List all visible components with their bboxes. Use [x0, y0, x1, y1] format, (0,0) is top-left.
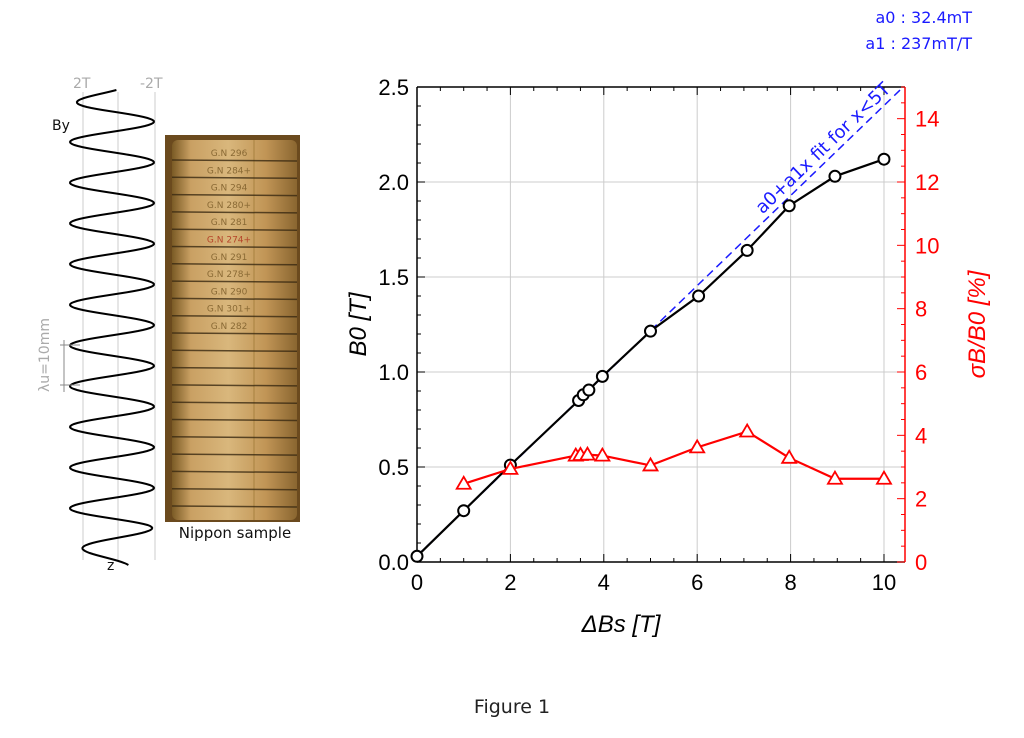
photo-ring-label: G.N 290 [211, 287, 248, 297]
photo-ring-gap [171, 193, 298, 197]
sigma-data-point [875, 469, 893, 485]
photo-ring-gap [171, 487, 298, 491]
x-tick-label: 6 [691, 570, 703, 595]
photo-ring-gap [171, 280, 298, 283]
photo-ring-label: G.N 296 [211, 149, 248, 159]
photo-ring-label: G.N 284+ [207, 166, 251, 176]
b0-data-point [643, 324, 657, 338]
sigma-data-point [738, 422, 756, 438]
y2-tick-label: 12 [915, 170, 939, 195]
b0-data-point [582, 383, 596, 397]
fit-line [416, 86, 904, 557]
photo-ring-gap [171, 263, 298, 266]
photo-ring-gap [171, 314, 298, 318]
fit-a0: a0 : 32.4mT [875, 8, 972, 27]
b0-data-point [877, 152, 891, 166]
x-tick-label: 8 [784, 570, 796, 595]
x-tick-label: 4 [598, 570, 610, 595]
label-neg2t: -2T [140, 76, 163, 92]
y2-tick-label: 14 [915, 107, 939, 132]
photo-ring-gap [171, 228, 298, 231]
sigma-data-point [455, 474, 473, 490]
photo-ring-label: G.N 282 [211, 322, 248, 332]
period-label: λu=10mm [37, 318, 53, 392]
b0-series-line [416, 158, 885, 558]
photo-ring-gap [171, 436, 298, 439]
sigma-data-point [593, 446, 611, 462]
y-tick-label: 1.0 [378, 360, 409, 385]
b0-data-point [595, 369, 609, 383]
photo-ring-gap [171, 332, 298, 335]
fit-a1: a1 : 237mT/T [865, 34, 972, 53]
photo-ring-gap [171, 349, 298, 353]
y-tick-label: 0.5 [378, 455, 409, 480]
photo-ring-label: G.N 301+ [207, 305, 251, 315]
photo-ring-gap [171, 297, 298, 301]
y2-tick-label: 0 [915, 550, 927, 575]
photo-ring-gap [171, 470, 298, 474]
photo-caption: Nippon sample [178, 524, 292, 542]
y-tick-label: 1.5 [378, 265, 409, 290]
b0-data-point [740, 243, 754, 257]
y-tick-label: 0.0 [378, 550, 409, 575]
photo-ring-gap [171, 384, 298, 387]
x-axis-label: ΔBs [T] [581, 611, 662, 638]
y2-axis-label: σB/B0 [%] [964, 269, 991, 378]
y-tick-label: 2.0 [378, 170, 409, 195]
sigma-data-point [688, 438, 706, 454]
photo-ring-gap [171, 401, 298, 404]
chart: 0 2 4 6 8 10 0.0 0.5 1.0 1.5 2.0 2.5 0 2 4 6 8 10 12 14 ΔBs … [345, 75, 991, 638]
photo-ring-gap [171, 211, 298, 214]
y-axis-label: B0 [T] [345, 291, 372, 356]
photo-ring-label: G.N 274+ [207, 236, 251, 246]
b0-data-point [692, 289, 706, 303]
b0-data-point [828, 169, 842, 183]
photo-ring-gap [171, 366, 298, 370]
sigma-data-point [578, 445, 597, 461]
b0-data-point [410, 549, 424, 563]
photo-ring-label: G.N 280+ [207, 201, 251, 211]
photo-ring-gap [171, 245, 298, 249]
photo-ring-gap [171, 159, 298, 162]
y-tick-label: 2.5 [378, 75, 409, 100]
sigma-series-line [463, 430, 884, 485]
y2-tick-label: 10 [915, 233, 939, 258]
sigma-data-point [501, 460, 519, 475]
photo-ring-label: G.N 278+ [207, 270, 251, 280]
photo-ring-label: G.N 281 [211, 218, 248, 228]
label-2t: 2T [73, 76, 91, 92]
y2-tick-label: 2 [915, 487, 927, 512]
x-tick-label: 10 [872, 570, 896, 595]
photo-ring-gap [171, 418, 298, 422]
figure-caption: Figure 1 [473, 696, 551, 718]
photo-ring-gap [171, 176, 298, 180]
photo-ring-gap [171, 505, 298, 508]
fit-label: a0+a1x fit for x<5T [751, 78, 895, 218]
x-tick-label: 2 [504, 570, 516, 595]
sample-photo: G.N 296 G.N 284+ G.N 294 G.N 280+ G.N 281 G.N… [165, 135, 300, 522]
b0-data-point [782, 199, 796, 213]
b0-data-point [457, 504, 471, 518]
y2-tick-label: 8 [915, 297, 927, 322]
sigma-data-point [780, 449, 798, 464]
label-z: z [107, 558, 114, 574]
x-tick-label: 0 [411, 570, 423, 595]
photo-ring-gap [171, 453, 298, 456]
field-profile: 2T -2T By z λu=10mm [37, 76, 163, 574]
photo-ring-label: G.N 294 [211, 184, 248, 194]
y2-tick-label: 4 [915, 423, 927, 448]
field-wave [68, 89, 156, 566]
label-by: By [52, 118, 70, 134]
y2-tick-label: 6 [915, 360, 927, 385]
sigma-data-point [826, 469, 844, 485]
photo-ring-label: G.N 291 [211, 253, 248, 263]
sigma-data-point [641, 456, 660, 472]
